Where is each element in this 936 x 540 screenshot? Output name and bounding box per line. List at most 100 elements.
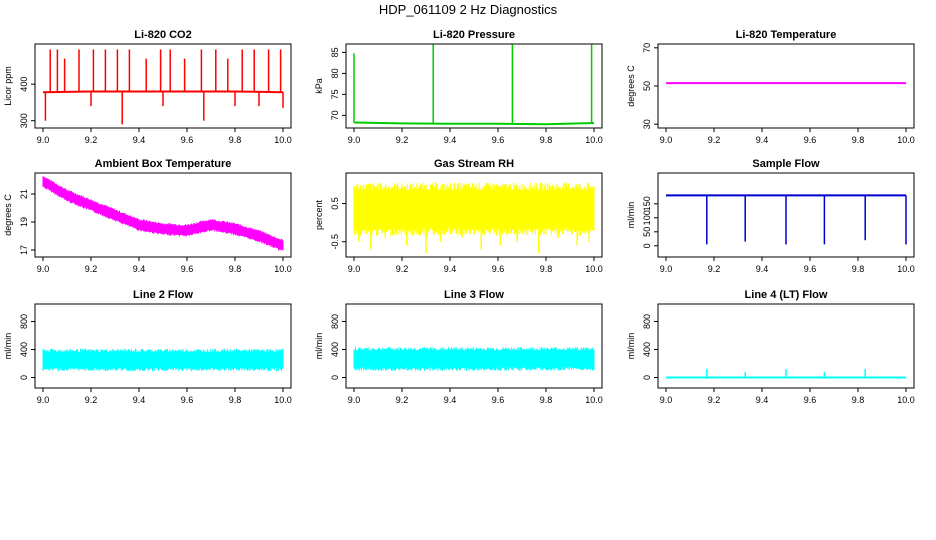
x-tick-label: 10.0 <box>274 135 292 145</box>
x-tick-label: 9.0 <box>37 395 50 405</box>
x-tick-label: 9.4 <box>133 395 146 405</box>
y-tick-label: 800 <box>330 314 340 329</box>
plot-frame <box>657 303 915 389</box>
chart-panel: Line 2 Flow ml/min 9.0 9.2 9.4 9.6 9.8 10.0 0 400… <box>3 289 292 405</box>
y-tick-label: 0.5 <box>330 197 340 210</box>
x-tick-label: 9.8 <box>540 264 553 274</box>
y-tick-label: 70 <box>642 43 652 53</box>
y-axis-label: degrees C <box>626 65 636 107</box>
y-tick-label: 800 <box>19 314 29 329</box>
x-tick-label: 9.8 <box>852 135 865 145</box>
x-tick-label: 9.0 <box>660 135 673 145</box>
plot-frame <box>34 303 292 389</box>
x-tick-label: 9.6 <box>492 395 505 405</box>
x-tick-label: 10.0 <box>897 395 915 405</box>
page-title: HDP_061109 2 Hz Diagnostics <box>378 2 558 17</box>
x-tick-label: 9.6 <box>492 264 505 274</box>
y-tick-label: 400 <box>330 342 340 357</box>
y-axis-label: percent <box>314 199 324 230</box>
x-tick-label: 9.2 <box>85 395 98 405</box>
x-tick-label: 10.0 <box>274 264 292 274</box>
chart-panel: Line 4 (LT) Flow ml/min 9.0 9.2 9.4 9.6 9.8 10.… <box>626 289 915 405</box>
y-axis-label: Licor ppm <box>3 66 13 106</box>
chart-title: Line 2 Flow <box>133 289 193 301</box>
chart-panel: Ambient Box Temperature degrees C 9.0 9.2 9.… <box>3 158 292 274</box>
chart-panel: Li-820 CO2 Licor ppm 9.0 9.2 9.4 9.6 9.8 10.0 30… <box>3 29 292 145</box>
x-tick-label: 10.0 <box>897 264 915 274</box>
x-tick-label: 9.8 <box>540 135 553 145</box>
y-tick-label: 70 <box>330 110 340 120</box>
y-axis-label: ml/min <box>3 333 13 360</box>
y-tick-label: -0.5 <box>330 234 340 250</box>
x-tick-label: 9.0 <box>348 135 361 145</box>
y-tick-label: 50 <box>642 81 652 91</box>
x-tick-label: 10.0 <box>585 395 603 405</box>
x-tick-label: 9.8 <box>229 264 242 274</box>
y-tick-label: 300 <box>19 113 29 128</box>
x-tick-label: 9.2 <box>85 264 98 274</box>
x-tick-label: 9.2 <box>396 264 409 274</box>
x-tick-label: 9.8 <box>540 395 553 405</box>
x-tick-label: 9.6 <box>181 264 194 274</box>
series-band <box>353 347 595 371</box>
x-tick-label: 9.8 <box>852 264 865 274</box>
x-tick-label: 9.0 <box>37 264 50 274</box>
x-tick-label: 9.4 <box>444 264 457 274</box>
y-tick-label: 400 <box>19 77 29 92</box>
chart-panel: Li-820 Temperature degrees C 9.0 9.2 9.4 9.6 9… <box>626 29 915 145</box>
y-tick-label: 150 <box>642 196 652 211</box>
y-tick-label: 0 <box>642 243 652 248</box>
y-axis-label: ml/min <box>626 333 636 360</box>
y-tick-label: 100 <box>642 210 652 225</box>
x-tick-label: 9.8 <box>229 395 242 405</box>
plot-frame <box>34 172 292 258</box>
y-tick-label: 0 <box>642 375 652 380</box>
chart-panel: Line 3 Flow ml/min 9.0 9.2 9.4 9.6 9.8 10.0 0 400… <box>314 289 603 405</box>
series-line <box>353 121 595 126</box>
series-band <box>42 348 284 372</box>
x-tick-label: 9.4 <box>756 135 769 145</box>
plot-frame <box>657 43 915 129</box>
x-tick-label: 9.6 <box>181 395 194 405</box>
x-tick-label: 9.2 <box>708 135 721 145</box>
y-axis-label: kPa <box>314 78 324 94</box>
y-axis-label: degrees C <box>3 194 13 236</box>
x-tick-label: 10.0 <box>585 135 603 145</box>
series-band <box>42 176 284 251</box>
plot-frame <box>657 172 915 258</box>
y-tick-label: 400 <box>642 342 652 357</box>
x-tick-label: 9.6 <box>804 395 817 405</box>
x-tick-label: 9.4 <box>756 264 769 274</box>
plot-frame <box>345 43 603 129</box>
plot-frame <box>345 303 603 389</box>
chart-title: Li-820 CO2 <box>134 29 191 41</box>
y-tick-label: 400 <box>19 342 29 357</box>
y-tick-label: 17 <box>19 245 29 255</box>
x-tick-label: 9.4 <box>133 264 146 274</box>
x-tick-label: 9.2 <box>85 135 98 145</box>
x-tick-label: 9.4 <box>756 395 769 405</box>
x-tick-label: 9.6 <box>492 135 505 145</box>
x-tick-label: 9.0 <box>660 395 673 405</box>
x-tick-label: 9.8 <box>852 395 865 405</box>
x-tick-label: 9.2 <box>708 264 721 274</box>
plot-frame <box>34 43 292 129</box>
y-axis-label: ml/min <box>314 333 324 360</box>
x-tick-label: 9.4 <box>133 135 146 145</box>
x-tick-label: 9.6 <box>804 264 817 274</box>
x-tick-label: 9.4 <box>444 395 457 405</box>
x-tick-label: 9.0 <box>348 264 361 274</box>
y-tick-label: 50 <box>642 227 652 237</box>
y-tick-label: 21 <box>19 189 29 199</box>
x-tick-label: 9.0 <box>37 135 50 145</box>
chart-title: Li-820 Pressure <box>433 29 515 41</box>
chart-panel: Li-820 Pressure kPa 9.0 9.2 9.4 9.6 9.8 10.0 70 7… <box>314 29 603 145</box>
y-tick-label: 30 <box>642 119 652 129</box>
y-axis-label: ml/min <box>626 202 636 229</box>
x-tick-label: 9.0 <box>348 395 361 405</box>
chart-title: Line 4 (LT) Flow <box>745 289 828 301</box>
y-tick-label: 0 <box>19 375 29 380</box>
x-tick-label: 9.6 <box>804 135 817 145</box>
x-tick-label: 10.0 <box>274 395 292 405</box>
